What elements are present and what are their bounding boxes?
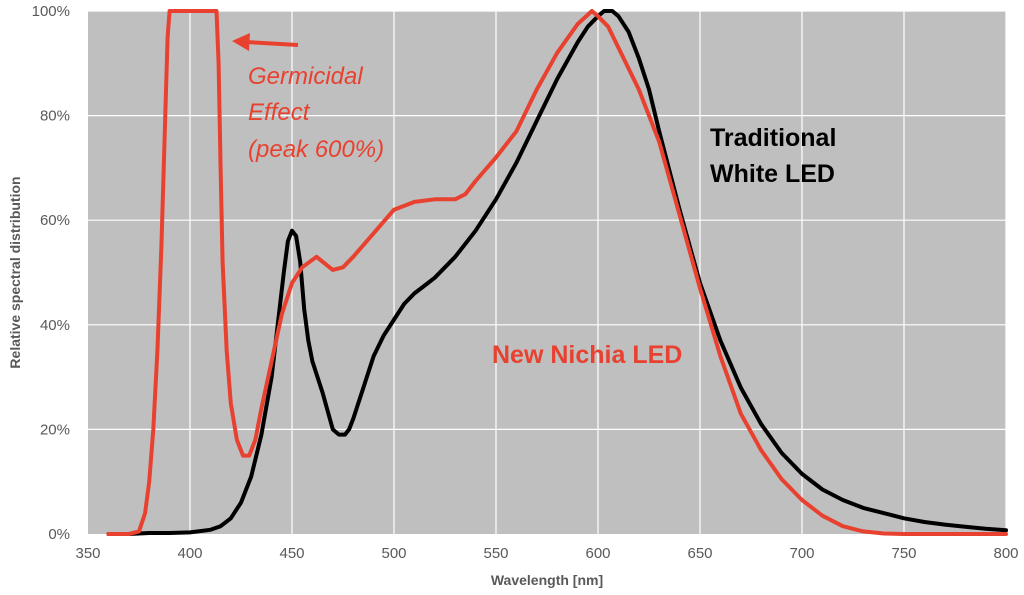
annotation-traditional-line1: Traditional <box>710 124 836 152</box>
annotation-germicidal-line1: Germicidal <box>248 63 363 90</box>
gridlines <box>88 10 1007 534</box>
y-axis-title: Relative spectral distribution <box>7 176 23 368</box>
y-tick-label: 80% <box>40 108 70 125</box>
y-tick-label: 60% <box>40 212 70 229</box>
x-tick-label: 650 <box>687 545 712 562</box>
y-tick-label: 20% <box>40 421 70 438</box>
plot-area <box>88 11 1006 534</box>
series-line-new-nichia-led <box>106 9 1008 536</box>
annotations: Traditional White LED New Nichia LED Ger… <box>232 33 836 369</box>
x-tick-label: 550 <box>483 545 508 562</box>
x-tick-label: 400 <box>177 545 202 562</box>
annotation-nichia: New Nichia LED <box>492 341 682 369</box>
y-axis-ticks: 0% 20% 40% 60% 80% 100% <box>32 3 70 543</box>
x-tick-label: 700 <box>789 545 814 562</box>
annotation-traditional-line2: White LED <box>710 160 835 188</box>
x-tick-label: 600 <box>585 545 610 562</box>
x-tick-label: 500 <box>381 545 406 562</box>
x-tick-label: 450 <box>279 545 304 562</box>
x-tick-label: 750 <box>891 545 916 562</box>
x-axis-title: Wavelength [nm] <box>491 572 603 588</box>
series-lines <box>106 9 1008 536</box>
germicidal-arrow-head <box>232 33 250 51</box>
x-tick-label: 800 <box>993 545 1018 562</box>
annotation-germicidal-line2: Effect <box>248 99 311 126</box>
y-tick-label: 40% <box>40 317 70 334</box>
germicidal-arrow-line <box>245 40 299 47</box>
x-axis-ticks: 350 400 450 500 550 600 650 700 750 800 <box>75 545 1018 562</box>
annotation-germicidal-line3: (peak 600%) <box>248 136 384 163</box>
y-tick-label: 0% <box>48 526 70 543</box>
x-tick-label: 350 <box>75 545 100 562</box>
y-tick-label: 100% <box>32 3 70 20</box>
series-line-traditional-white-led <box>106 9 1008 536</box>
